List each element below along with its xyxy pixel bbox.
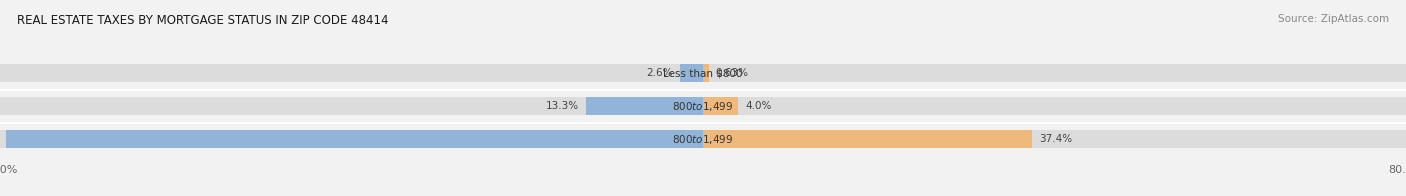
Bar [703,64,1406,82]
Text: 4.0%: 4.0% [745,101,772,111]
Bar [681,64,703,82]
Text: 13.3%: 13.3% [546,101,579,111]
Text: $800 to $1,499: $800 to $1,499 [672,100,734,113]
Text: 37.4%: 37.4% [1039,134,1071,144]
Bar [703,64,709,82]
Text: Less than $800: Less than $800 [664,68,742,78]
Bar [6,130,703,148]
Bar [703,97,1406,115]
Bar [703,130,1032,148]
Bar [0,130,703,148]
Text: 2.6%: 2.6% [647,68,673,78]
Bar [0,97,703,115]
Text: REAL ESTATE TAXES BY MORTGAGE STATUS IN ZIP CODE 48414: REAL ESTATE TAXES BY MORTGAGE STATUS IN … [17,14,388,27]
Bar [703,97,738,115]
Bar [586,97,703,115]
Text: $800 to $1,499: $800 to $1,499 [672,133,734,146]
Bar [0,64,703,82]
Text: 0.63%: 0.63% [716,68,748,78]
Bar [703,130,1406,148]
Text: Source: ZipAtlas.com: Source: ZipAtlas.com [1278,14,1389,24]
